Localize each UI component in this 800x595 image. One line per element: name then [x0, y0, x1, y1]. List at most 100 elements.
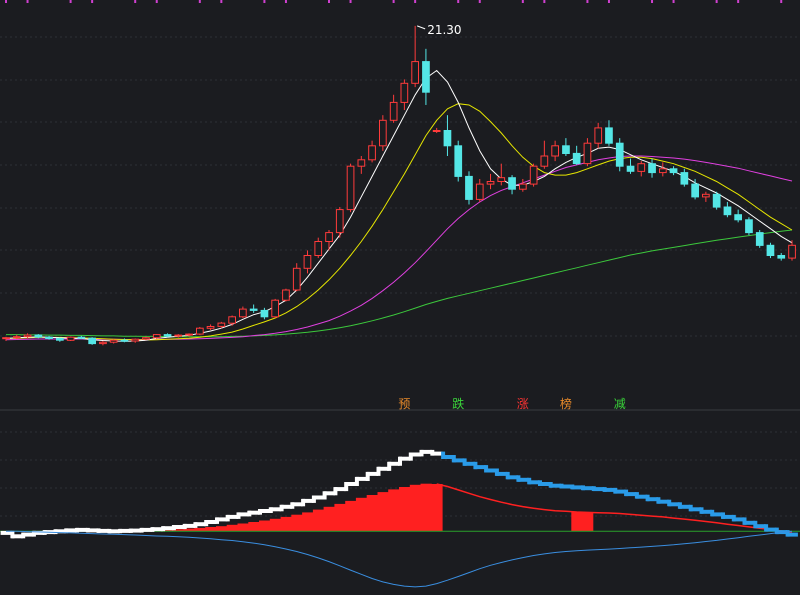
candle-body — [77, 336, 86, 339]
white-step-segment — [355, 476, 368, 481]
candle-body — [508, 177, 516, 190]
blue-step-segment — [765, 527, 777, 532]
blue-step-segment — [570, 484, 575, 490]
white-step-segment — [107, 528, 112, 534]
blue-step-segment — [645, 494, 650, 502]
candle-body — [325, 232, 333, 243]
white-step-segment — [150, 527, 155, 532]
red-histogram-bar — [280, 516, 292, 532]
white-step-segment — [248, 510, 260, 515]
blue-step-segment — [656, 497, 661, 504]
white-step-segment — [171, 525, 176, 531]
red-histogram-bar — [269, 518, 282, 532]
event-tag: 榜 — [560, 396, 572, 411]
candle-body — [142, 337, 150, 340]
max-price-arrow — [416, 25, 426, 30]
white-step-segment — [236, 512, 241, 519]
candle-body — [422, 61, 430, 93]
blue-step-segment — [517, 477, 529, 482]
white-step-segment — [323, 491, 335, 496]
white-step-segment — [431, 451, 443, 456]
white-step-segment — [268, 507, 273, 513]
candle-body — [120, 339, 129, 342]
white-step-segment — [409, 452, 422, 457]
blue-step-segment — [731, 514, 736, 522]
red-histogram-bar — [183, 528, 195, 532]
blue-step-segment — [462, 458, 467, 466]
blue-step-segment — [635, 494, 648, 499]
candle-body — [443, 130, 452, 147]
white-step-segment — [193, 522, 198, 528]
candle-body — [2, 337, 10, 340]
blue-step-segment — [688, 504, 693, 512]
candle-body — [605, 127, 613, 144]
candle-body — [475, 183, 484, 200]
white-step-segment — [22, 532, 34, 537]
white-step-segment — [247, 510, 252, 517]
white-step-segment — [312, 495, 325, 500]
candle-body — [23, 334, 32, 338]
blue-step-segment — [441, 451, 446, 459]
blue-step-segment — [710, 509, 715, 517]
blue-step-segment — [742, 517, 747, 525]
candle-body — [368, 145, 376, 161]
white-step-segment — [215, 517, 219, 524]
candle-body — [432, 130, 441, 132]
candle-body — [379, 119, 387, 147]
candle-body — [411, 61, 419, 84]
white-step-segment — [205, 520, 217, 524]
blue-step-segment — [473, 461, 478, 470]
red-histogram-bar — [312, 509, 325, 532]
white-step-segment — [76, 527, 88, 532]
blue-step-segment — [657, 499, 669, 504]
max-price-label: 21.30 — [427, 23, 461, 37]
red-histogram-bar — [582, 512, 594, 532]
candle-body — [163, 334, 172, 337]
candle-body — [723, 206, 732, 216]
blue-step-segment — [754, 524, 766, 529]
blue-step-segment — [527, 477, 532, 485]
red-histogram-bar — [172, 529, 185, 532]
candle-body — [766, 244, 775, 257]
candle-body — [400, 82, 409, 103]
white-step-segment — [161, 526, 166, 532]
white-step-segment — [182, 523, 187, 530]
white-step-segment — [139, 527, 144, 533]
red-histogram-bar — [323, 506, 335, 532]
blue-step-segment — [785, 530, 790, 537]
blue-step-segment — [677, 502, 682, 509]
blue-step-segment — [538, 480, 542, 486]
white-step-segment — [259, 509, 271, 513]
blue-step-segment — [603, 487, 615, 492]
red-histogram-bar — [334, 503, 346, 532]
candle-body — [659, 168, 667, 174]
red-histogram-bar — [366, 495, 378, 532]
candle-body — [34, 334, 43, 338]
white-step-segment — [65, 528, 77, 533]
blue-step-segment — [700, 509, 712, 514]
candle-body — [357, 159, 366, 167]
white-step-segment — [420, 449, 432, 454]
candle-body — [540, 155, 549, 167]
candle-body — [637, 163, 646, 172]
blue-step-segment — [646, 497, 658, 502]
white-step-segment — [291, 502, 303, 507]
white-step-segment — [290, 502, 295, 509]
blue-step-segment — [463, 461, 475, 466]
blue-step-segment — [484, 465, 489, 473]
candle-body — [249, 308, 258, 311]
blue-step-segment — [753, 520, 758, 529]
white-step-segment — [399, 456, 411, 461]
blue-step-segment — [711, 512, 723, 517]
candle-body — [66, 336, 75, 341]
white-step-segment — [376, 466, 381, 476]
white-step-segment — [345, 482, 357, 486]
red-histogram-bar — [409, 484, 422, 532]
white-step-segment — [118, 528, 123, 534]
candle-body — [335, 209, 344, 234]
white-step-segment — [85, 527, 90, 533]
white-step-segment — [334, 487, 346, 492]
blue-step-segment — [474, 465, 486, 470]
red-histogram-bar — [162, 529, 174, 532]
blue-step-segment — [452, 458, 465, 463]
